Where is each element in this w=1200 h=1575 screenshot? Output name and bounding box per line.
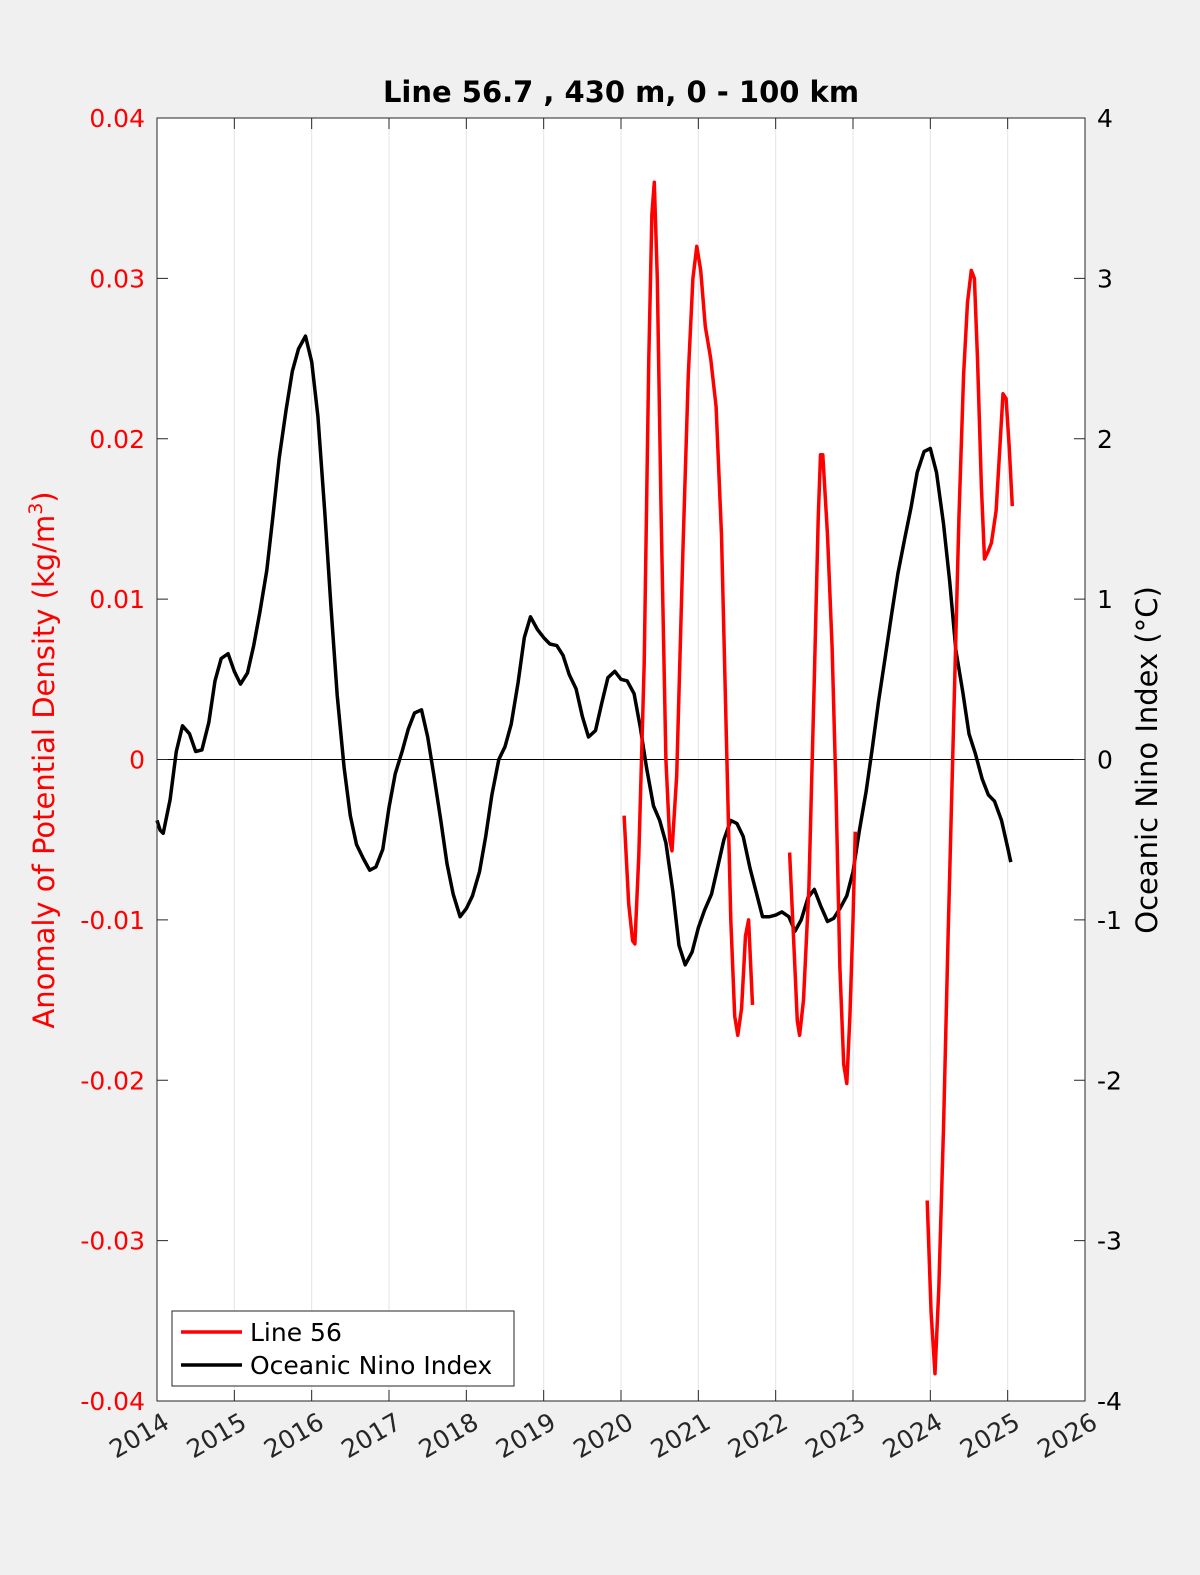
x-tick-label-2015: 2015 — [182, 1407, 252, 1464]
y-right-tick-label--2: -2 — [1097, 1066, 1122, 1095]
y-left-label-main: Anomaly of Potential Density (kg/m — [27, 515, 61, 1029]
legend-label-oni: Oceanic Nino Index — [250, 1351, 492, 1380]
x-tick-label-2019: 2019 — [491, 1407, 561, 1464]
y-right-tick-label-3: 3 — [1097, 264, 1113, 293]
y-left-tick-label--0.03: -0.03 — [80, 1227, 145, 1256]
legend-box — [171, 1310, 515, 1387]
x-tick-label-2023: 2023 — [800, 1407, 870, 1464]
series-oceanic-nino-index-segment-0 — [155, 334, 1013, 967]
x-tick-label-2026: 2026 — [1032, 1407, 1102, 1464]
y-right-tick-label-2: 2 — [1097, 425, 1113, 454]
y-left-axis: 0.04 0.03 0.02 0.01 0 -0.01 -0.02 -0.03 -0.04 — [80, 104, 168, 1416]
x-tick-label-2016: 2016 — [259, 1407, 329, 1464]
series-line-56-segment-1 — [787, 453, 858, 1086]
y-left-label-sup: 3 — [25, 503, 47, 515]
x-tick-label-2024: 2024 — [878, 1407, 948, 1464]
x-tick-label-2020: 2020 — [568, 1407, 638, 1464]
x-tick-label-2022: 2022 — [723, 1407, 793, 1464]
y-right-tick-label-4: 4 — [1097, 104, 1113, 133]
y-right-tick-label--3: -3 — [1097, 1227, 1122, 1256]
y-left-tick-label-0: 0 — [129, 746, 145, 775]
legend: Line 56 Oceanic Nino Index — [171, 1310, 515, 1387]
y-right-label: Oceanic Nino Index (°C) — [1130, 586, 1164, 934]
y-right-axis: 4 3 2 1 0 -1 -2 -3 -4 — [1074, 104, 1122, 1416]
y-left-tick-label-0.03: 0.03 — [89, 264, 145, 293]
x-tick-label-2017: 2017 — [336, 1407, 406, 1464]
y-left-tick-label-0.04: 0.04 — [89, 104, 145, 133]
series-layer — [155, 180, 1015, 1376]
y-left-tick-label--0.01: -0.01 — [80, 906, 145, 935]
y-left-tick-label--0.02: -0.02 — [80, 1066, 145, 1095]
y-left-label-end: ) — [27, 491, 61, 502]
y-right-tick-label-1: 1 — [1097, 585, 1113, 614]
x-tick-label-2025: 2025 — [955, 1407, 1025, 1464]
chart-title: Line 56.7 , 430 m, 0 - 100 km — [383, 75, 859, 109]
series-line-56-segment-2 — [925, 268, 1015, 1376]
y-right-tick-label--1: -1 — [1097, 906, 1122, 935]
x-tick-label-2018: 2018 — [414, 1407, 484, 1464]
y-right-tick-label-0: 0 — [1097, 746, 1113, 775]
series-line-56-segment-0 — [622, 180, 755, 1038]
legend-label-line-56: Line 56 — [250, 1318, 342, 1347]
y-left-tick-label--0.04: -0.04 — [80, 1387, 145, 1416]
y-left-label: Anomaly of Potential Density (kg/m3) — [25, 491, 61, 1028]
x-tick-label-2021: 2021 — [646, 1407, 716, 1464]
y-right-tick-label--4: -4 — [1097, 1387, 1122, 1416]
y-left-tick-label-0.02: 0.02 — [89, 425, 145, 454]
y-left-tick-label-0.01: 0.01 — [89, 585, 145, 614]
